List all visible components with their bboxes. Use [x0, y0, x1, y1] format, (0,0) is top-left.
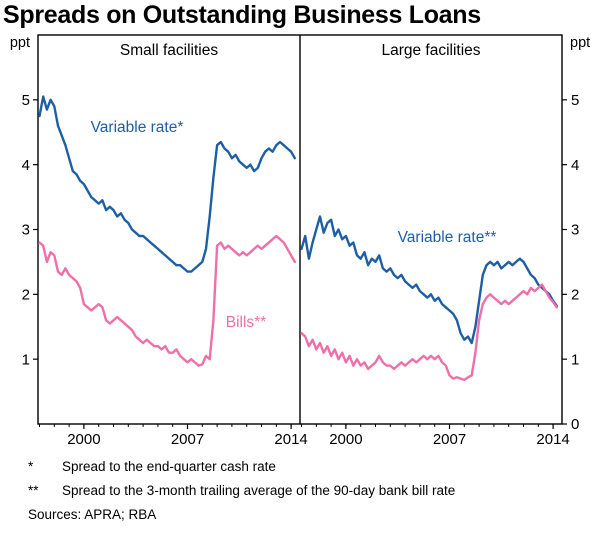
footnote-2: ** Spread to the 3-month trailing averag…: [0, 483, 600, 499]
chart-canvas: ppt ppt 5 4 3 2 1 5 4 3 2 1 0 Small facilities 2000 200…: [10, 34, 590, 448]
footnote-2-text: Spread to the 3-month trailing average o…: [62, 483, 456, 498]
chart-title: Spreads on Outstanding Business Loans: [3, 1, 481, 29]
panel-title-small-facilities: Small facilities: [120, 42, 218, 59]
footnote-2-marker: **: [28, 483, 39, 498]
y-axis-label-right: 4: [571, 157, 579, 174]
y-axis-label-right: 5: [571, 92, 579, 109]
x-axis-label: 2007: [433, 431, 466, 448]
x-axis-label: 2000: [329, 431, 362, 448]
series-line-large-facilities-variable-rate: [300, 215, 558, 345]
y-axis-label-left: 5: [22, 92, 30, 109]
sources-line: Sources: APRA; RBA: [0, 507, 600, 523]
y-axis-label-left: 4: [22, 157, 30, 174]
footnotes: * Spread to the end-quarter cash rate **…: [0, 459, 600, 523]
panel-title-large-facilities: Large facilities: [381, 42, 480, 59]
y-unit-right: ppt: [570, 35, 590, 51]
x-axis-label: 2014: [536, 431, 569, 448]
y-axis-label-right: 2: [571, 287, 579, 304]
series-line-large-facilities-bills: [300, 283, 558, 382]
y-axis-label-left: 3: [22, 222, 30, 239]
series-label-large-facilities-variable-rate: Variable rate**: [398, 229, 497, 246]
sources-text: Sources: APRA; RBA: [28, 507, 157, 522]
y-axis-label-right: 0: [571, 416, 579, 433]
y-unit-left: ppt: [10, 35, 30, 51]
x-axis-label: 2014: [274, 431, 307, 448]
y-axis-label-right: 3: [571, 222, 579, 239]
series-line-small-facilities-variable-rate: [38, 95, 296, 273]
x-axis-label: 2007: [171, 431, 204, 448]
y-axis-label-right: 1: [571, 351, 579, 368]
series-label-small-facilities-bills: Bills**: [226, 314, 266, 331]
footnote-1-marker: *: [28, 459, 34, 474]
y-axis-label-left: 2: [22, 287, 30, 304]
series-label-small-facilities-variable-rate: Variable rate*: [91, 119, 184, 136]
footnote-1-text: Spread to the end-quarter cash rate: [62, 459, 276, 474]
x-axis-label: 2000: [67, 431, 100, 448]
y-axis-label-left: 1: [22, 351, 30, 368]
series-line-small-facilities-bills: [38, 234, 296, 367]
footnote-1: * Spread to the end-quarter cash rate: [0, 459, 600, 475]
